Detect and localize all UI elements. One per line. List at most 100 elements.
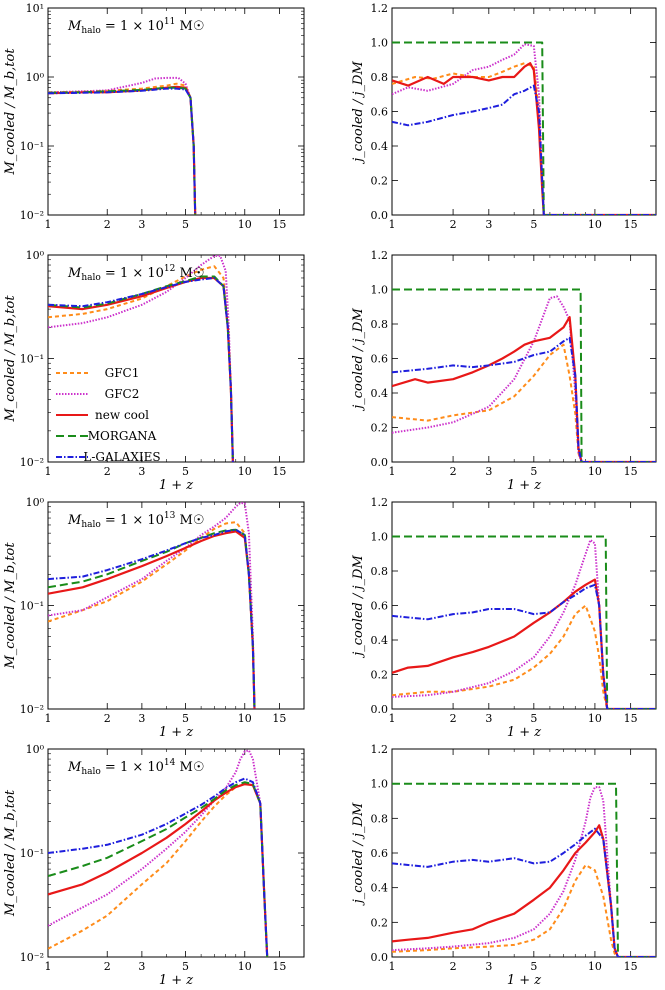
series-line-gfc1 xyxy=(392,343,656,462)
series-line-morgana xyxy=(392,782,656,957)
y-tick-label: 0.2 xyxy=(371,175,389,188)
series-group xyxy=(392,782,656,957)
x-tick-label: 5 xyxy=(182,465,189,478)
y-tick-label: 0.4 xyxy=(371,634,389,647)
x-axis-label: 1 + z xyxy=(159,478,193,493)
legend-label-morgana: MORGANA xyxy=(88,429,157,443)
series-group xyxy=(392,535,656,709)
series-line-l-galaxies xyxy=(48,277,234,462)
y-tick-label: 10⁻² xyxy=(20,456,44,469)
x-tick-label: 5 xyxy=(182,960,189,973)
x-tick-label: 3 xyxy=(485,465,492,478)
x-tick-label: 10 xyxy=(238,712,252,725)
y-tick-label: 0.8 xyxy=(371,71,389,84)
legend-label-gfc2: GFC2 xyxy=(105,387,140,401)
y-tick-label: 0.0 xyxy=(371,703,389,716)
series-line-l-galaxies xyxy=(392,84,656,215)
y-tick-label: 0.6 xyxy=(371,847,389,860)
x-tick-label: 15 xyxy=(272,960,286,973)
y-tick-label: 0.8 xyxy=(371,565,389,578)
y-tick-label: 0.2 xyxy=(371,422,389,435)
x-tick-label: 10 xyxy=(588,960,602,973)
series-line-gfc2 xyxy=(392,539,656,709)
x-axis-label: 1 + z xyxy=(507,973,541,988)
y-tick-label: 10⁻¹ xyxy=(20,353,44,366)
series-line-l-galaxies xyxy=(48,87,197,215)
x-tick-label: 15 xyxy=(624,712,638,725)
y-tick-label: 0.0 xyxy=(371,951,389,964)
panel-j-1e13: 1 2 3 5 10 15 0.0 0.2 0.4 0.6 0.8 1.0 1.2 1 + z j_cool… xyxy=(351,496,657,740)
x-tick-label: 10 xyxy=(238,960,252,973)
x-tick-label: 1 xyxy=(45,712,52,725)
legend-label-new-cool: new cool xyxy=(95,408,149,422)
panel-mass-1e13: 1 2 3 5 10 15 10⁻² 10⁻¹ 10⁰ 1 + z M_cooled / M_b,t… xyxy=(3,496,305,740)
y-axis-label: j_cooled / j_DM xyxy=(351,802,366,906)
x-tick-label: 3 xyxy=(138,712,145,725)
x-tick-label: 10 xyxy=(588,218,602,231)
series-group xyxy=(392,288,656,462)
x-tick-label: 5 xyxy=(530,960,537,973)
y-tick-label: 10¹ xyxy=(26,2,44,15)
x-tick-label: 15 xyxy=(624,960,638,973)
axes-frame xyxy=(47,501,305,710)
y-tick-label: 1.0 xyxy=(371,284,389,297)
x-tick-label: 2 xyxy=(104,712,111,725)
y-axis-label: M_cooled / M_b,tot xyxy=(3,542,18,670)
y-tick-label: 10⁻¹ xyxy=(20,847,44,860)
series-line-gfc2 xyxy=(48,502,256,709)
series-line-gfc1 xyxy=(392,864,656,957)
x-tick-label: 5 xyxy=(530,712,537,725)
axes-frame xyxy=(391,7,657,216)
series-line-l-galaxies xyxy=(392,827,656,957)
y-axis-label: j_cooled / j_DM xyxy=(351,308,366,412)
y-tick-label: 1.0 xyxy=(371,531,389,544)
legend-label-gfc1: GFC1 xyxy=(105,366,140,380)
x-tick-label: 3 xyxy=(485,218,492,231)
x-tick-label: 2 xyxy=(450,218,457,231)
panel-j-1e14: 1 2 3 5 10 15 0.0 0.2 0.4 0.6 0.8 1.0 1.2 1 + z j_cool… xyxy=(351,743,657,988)
y-axis-label: M_cooled / M_b,tot xyxy=(3,295,18,423)
x-tick-label: 15 xyxy=(624,465,638,478)
axes-frame xyxy=(391,254,657,463)
y-tick-label: 0.2 xyxy=(371,669,389,682)
x-tick-label: 3 xyxy=(138,960,145,973)
annotation-symbol: M xyxy=(67,266,82,281)
y-tick-label: 1.2 xyxy=(371,249,389,262)
annotation-subscript: halo xyxy=(81,273,100,283)
annotation-equals: = 1 × 10 xyxy=(101,19,164,34)
x-tick-label: 15 xyxy=(624,218,638,231)
series-group xyxy=(48,76,197,215)
halo-mass-annotation: Mhalo = 1 × 1013 M☉ xyxy=(67,511,204,530)
y-tick-label: 0.0 xyxy=(371,456,389,469)
halo-mass-annotation: Mhalo = 1 × 1012 M☉ xyxy=(67,264,204,283)
series-line-gfc1 xyxy=(48,521,256,709)
series-group xyxy=(48,502,256,709)
legend: GFC1 GFC2 new cool MORGANA L-GALAXIES xyxy=(56,366,161,464)
halo-mass-annotation: Mhalo = 1 × 1011 M☉ xyxy=(67,17,204,36)
x-tick-label: 3 xyxy=(485,960,492,973)
y-tick-label: 10⁻² xyxy=(20,951,44,964)
x-axis-label: 1 + z xyxy=(159,725,193,740)
x-tick-label: 10 xyxy=(588,465,602,478)
y-tick-label: 1.0 xyxy=(371,778,389,791)
y-tick-label: 1.0 xyxy=(371,37,389,50)
x-tick-label: 1 xyxy=(389,960,396,973)
y-tick-label: 0.6 xyxy=(371,600,389,613)
series-line-l-galaxies xyxy=(392,583,656,709)
y-tick-label: 10⁰ xyxy=(26,249,45,262)
annotation-unit: M☉ xyxy=(175,513,204,528)
y-tick-label: 0.8 xyxy=(371,812,389,825)
x-tick-label: 1 xyxy=(45,960,52,973)
x-tick-label: 3 xyxy=(138,218,145,231)
x-tick-label: 1 xyxy=(389,712,396,725)
annotation-exponent: 12 xyxy=(164,264,175,274)
x-tick-label: 2 xyxy=(450,712,457,725)
series-line-new-cool xyxy=(392,824,656,957)
x-tick-label: 3 xyxy=(485,712,492,725)
x-tick-label: 2 xyxy=(104,960,111,973)
y-tick-label: 0.8 xyxy=(371,318,389,331)
x-tick-label: 5 xyxy=(182,218,189,231)
x-tick-label: 5 xyxy=(530,465,537,478)
x-tick-label: 10 xyxy=(238,465,252,478)
annotation-subscript: halo xyxy=(81,520,100,530)
